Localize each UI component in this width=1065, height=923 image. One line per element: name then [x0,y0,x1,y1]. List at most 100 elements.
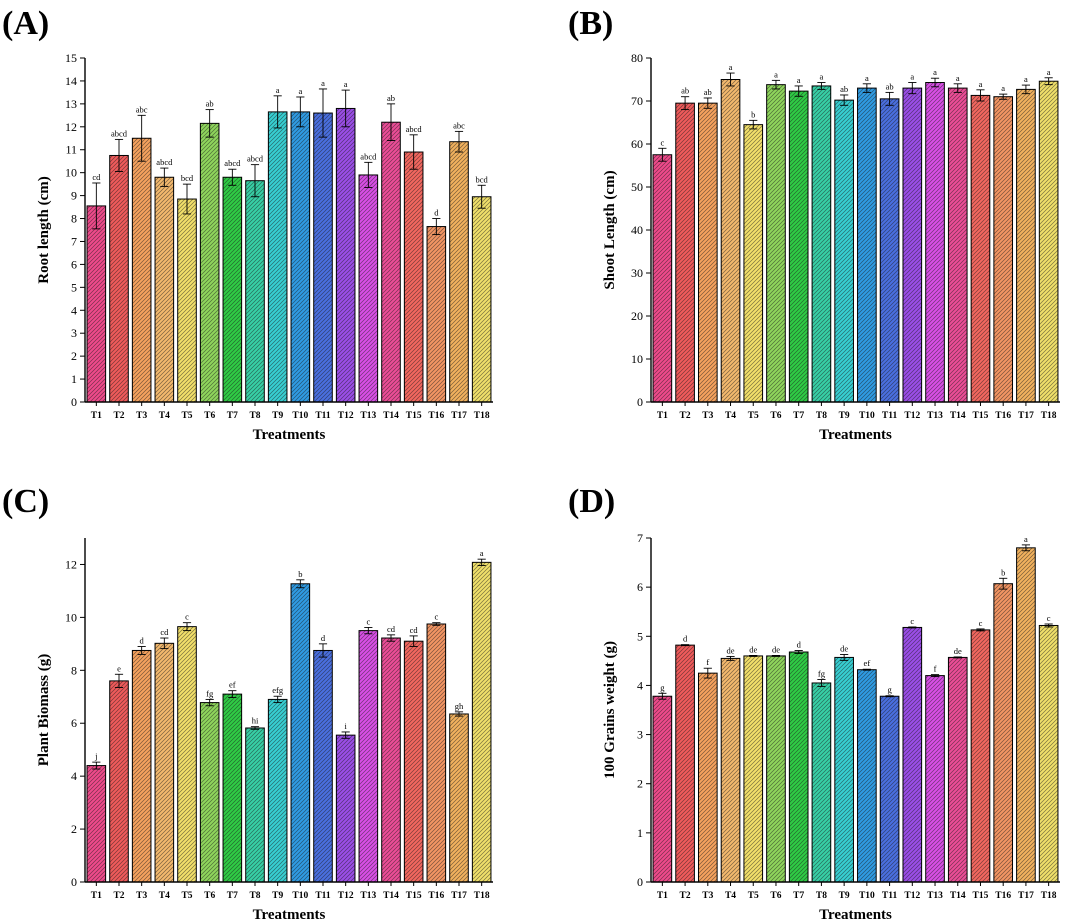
y-tick-label: 30 [631,266,643,280]
significance-letter: de [954,646,962,656]
y-tick-label: 14 [65,74,77,88]
bar-t11 [879,98,900,403]
x-tick-label: T2 [113,411,124,421]
x-tick-label: T12 [904,891,920,901]
x-tick-label: T9 [839,891,850,901]
y-tick-label: 7 [71,234,77,248]
x-tick-label: T8 [816,891,827,901]
significance-letter: b [751,109,755,119]
significance-letter: f [934,664,937,674]
y-tick-label: 7 [637,531,643,545]
y-tick-label: 0 [637,395,643,409]
significance-letter: a [1047,67,1051,77]
x-axis-title: Treatments [819,427,892,443]
x-tick-label: T4 [159,891,170,901]
bar-t18 [1038,80,1059,403]
bar-t1 [86,205,107,403]
significance-letter: bcd [181,173,194,183]
x-tick-label: T16 [428,891,444,901]
x-tick-label: T6 [204,891,215,901]
bar-t1 [86,765,107,883]
significance-letter: ab [886,81,894,91]
bar-t13 [358,630,379,883]
x-tick-label: T8 [249,411,260,421]
bar-t18 [1038,624,1059,883]
panel-label: (C) [2,483,49,520]
bar-t10 [290,583,311,883]
y-tick-label: 0 [71,395,77,409]
y-tick-label: 8 [71,212,77,226]
x-axis-title: Treatments [819,907,892,923]
significance-letter: abcd [156,157,173,167]
panel-a: (A)0123456789101112131415cdT1abcdT2abcT3… [2,5,493,443]
significance-letter: ef [229,680,236,690]
bar-t6 [766,655,786,883]
significance-letter: abcd [224,158,241,168]
bar-t9 [267,111,288,403]
y-tick-label: 8 [71,663,77,677]
significance-letter: a [1001,83,1005,93]
bar-t12 [335,107,356,403]
bar-t12 [902,626,923,883]
y-tick-label: 1 [71,372,77,386]
bar-t12 [902,87,923,403]
panel-b: (B) 0 10 20 30 40 50 60 70 80 c T1 ab T2 ab T3 a T4 b T5 a T6… [568,5,1060,443]
y-tick-label: 50 [631,180,643,194]
x-tick-label: T6 [770,411,781,421]
significance-letter: a [910,72,914,82]
bar-t18 [471,196,492,403]
x-tick-label: T18 [1041,891,1057,901]
x-tick-label: T13 [927,891,943,901]
x-tick-label: T12 [338,411,354,421]
x-tick-label: T8 [249,891,260,901]
x-tick-label: T2 [680,411,691,421]
y-tick-label: 10 [65,610,77,624]
bar-t7 [222,176,243,403]
significance-letter: fg [206,688,214,698]
x-tick-label: T5 [748,411,759,421]
significance-letter: cd [387,624,396,634]
bar-t15 [403,640,424,883]
bar-t4 [720,79,741,403]
significance-letter: d [140,635,145,645]
y-tick-label: 2 [71,822,77,836]
y-tick-label: 0 [637,875,643,889]
y-axis-title: Plant Biomass (g) [36,654,52,767]
significance-letter: efg [272,685,284,695]
bar-t3 [131,137,152,403]
bar-t17 [1016,547,1036,883]
significance-letter: abcd [247,154,264,164]
bar-t5 [177,626,197,883]
x-tick-label: T17 [1018,891,1034,901]
bar-t14 [381,121,401,403]
bar-t3 [697,102,718,403]
bar-t9 [834,656,854,883]
significance-letter: ab [387,93,395,103]
bar-t17 [449,141,469,403]
y-tick-label: 1 [637,826,643,840]
x-tick-label: T12 [338,891,354,901]
bar-t11 [879,695,900,883]
bar-t9 [834,99,854,403]
x-tick-label: T13 [927,411,943,421]
x-tick-label: T9 [839,411,850,421]
x-tick-label: T13 [360,411,376,421]
x-tick-label: T7 [793,411,804,421]
bar-t15 [970,94,991,403]
significance-letter: c [660,137,664,147]
significance-letter: j [94,751,97,761]
x-tick-label: T15 [973,411,989,421]
bar-t10 [857,87,877,403]
significance-letter: bcd [476,174,489,184]
y-tick-label: 6 [71,716,77,730]
x-tick-label: T16 [995,411,1011,421]
bar-t4 [720,657,741,883]
y-tick-label: 13 [65,97,77,111]
significance-letter: e [117,663,121,673]
significance-letter: c [434,612,438,622]
x-tick-label: T11 [882,411,898,421]
y-tick-label: 6 [71,257,77,271]
significance-letter: a [729,62,733,72]
bar-t15 [970,629,991,883]
